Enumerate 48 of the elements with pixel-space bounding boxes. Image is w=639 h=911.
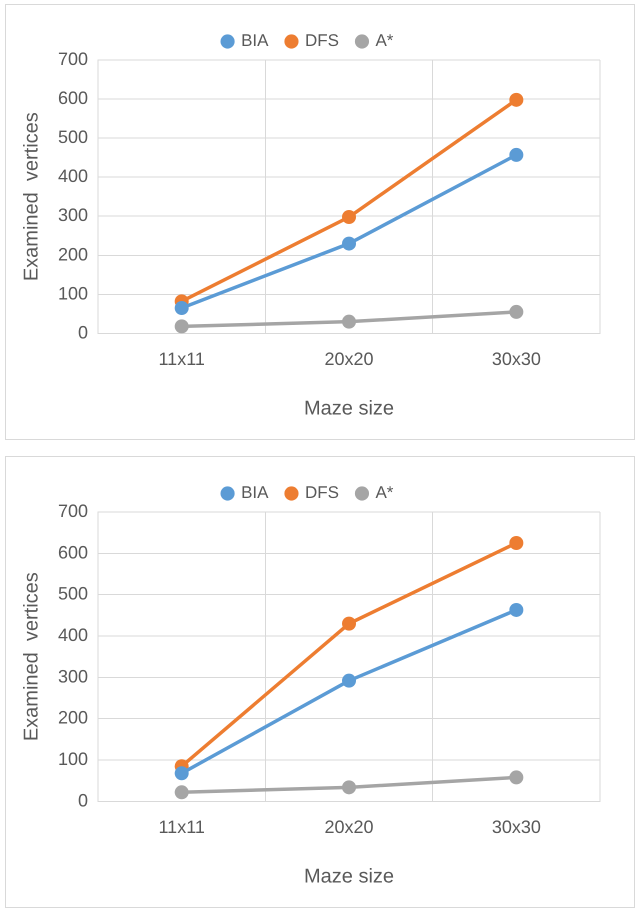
y-tick-label: 300 [58, 666, 88, 686]
y-tick-label: 700 [58, 48, 88, 69]
point [509, 536, 524, 550]
point [342, 210, 356, 224]
point [174, 766, 189, 780]
x-tick-label: 30x30 [492, 817, 541, 838]
y-tick-label: 500 [58, 127, 88, 148]
y-tick-label: 400 [58, 624, 88, 645]
point [509, 304, 524, 319]
y-tick-label: 200 [58, 708, 88, 728]
y-axis-title: Examined vertices [20, 572, 43, 742]
y-tick-label: 100 [58, 749, 88, 770]
y-tick-label: 600 [58, 88, 88, 108]
y-tick-label: 0 [78, 322, 88, 342]
point [509, 770, 524, 784]
x-tick-label: 11x11 [158, 817, 205, 838]
y-tick-label: 300 [58, 205, 88, 226]
y-tick-label: 200 [58, 244, 88, 264]
point [174, 319, 189, 334]
point [509, 148, 524, 162]
y-axis-title: Examined vertices [20, 112, 43, 282]
point [342, 674, 356, 688]
legend-label: A* [375, 31, 394, 50]
point [342, 236, 356, 251]
legend-label: DFS [304, 483, 339, 502]
point [509, 92, 524, 107]
legend-label: A* [375, 483, 394, 502]
legend-label: DFS [304, 31, 339, 50]
y-tick-label: 600 [58, 542, 88, 562]
point [174, 785, 189, 800]
y-tick-label: 500 [58, 584, 88, 604]
y-tick-label: 400 [58, 166, 88, 186]
point [342, 616, 356, 631]
point [342, 314, 356, 329]
x-axis-title: Maze size [304, 866, 394, 888]
y-tick-label: 700 [58, 500, 88, 521]
legend-label: BIA [241, 31, 270, 50]
y-tick-label: 100 [58, 283, 88, 304]
x-tick-label: 20x20 [324, 349, 374, 370]
point [509, 602, 524, 617]
point [174, 301, 189, 316]
y-tick-label: 0 [78, 790, 88, 810]
x-axis-title: Maze size [304, 398, 394, 420]
x-tick-label: 11x11 [158, 349, 205, 370]
point [342, 780, 356, 794]
x-tick-label: 20x20 [324, 817, 374, 838]
legend-label: BIA [241, 483, 270, 502]
x-tick-label: 30x30 [492, 349, 541, 370]
